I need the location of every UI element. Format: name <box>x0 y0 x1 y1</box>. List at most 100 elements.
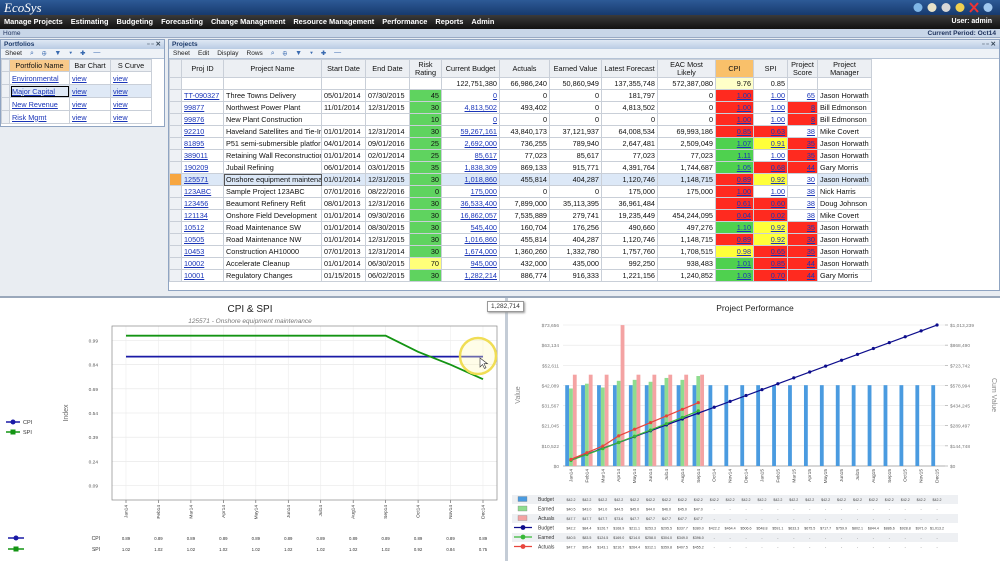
column-header[interactable]: Proj ID <box>181 59 224 78</box>
project-row[interactable]: 123ABC Sample Project 123ABC 07/01/2016 08/… <box>169 185 872 198</box>
cell[interactable]: 1,016,860 <box>441 233 500 246</box>
cell[interactable]: 2,692,000 <box>441 137 500 150</box>
cell[interactable]: 1,674,000 <box>441 245 500 258</box>
cell[interactable]: 10002 <box>181 257 224 270</box>
cell[interactable]: 1.00 <box>753 89 788 102</box>
menu-item[interactable]: Forecasting <box>161 17 203 26</box>
cell[interactable]: 35 <box>787 245 818 258</box>
cell[interactable]: view <box>69 71 111 85</box>
menu-item[interactable]: Reports <box>435 17 464 26</box>
column-header[interactable]: Actuals <box>499 59 550 78</box>
column-header[interactable]: Earned Value <box>549 59 602 78</box>
project-row[interactable]: 10453 Construction AH10000 07/01/2013 12/31… <box>169 245 872 258</box>
cell[interactable]: view <box>110 71 152 85</box>
cell[interactable]: 0.98 <box>715 245 754 258</box>
cell[interactable]: 945,000 <box>441 257 500 270</box>
project-row[interactable]: 190209 Jubail Refining 06/01/2014 03/01/201… <box>169 161 872 174</box>
cell[interactable]: 44 <box>787 269 818 282</box>
cell[interactable]: 123ABC <box>181 185 224 198</box>
cell[interactable]: Major Capital <box>9 84 70 98</box>
cell[interactable]: view <box>110 110 152 124</box>
cell[interactable]: 1,282,214 <box>441 269 500 282</box>
cell[interactable]: 1.10 <box>715 221 754 234</box>
cell[interactable]: 85,617 <box>441 149 500 162</box>
cell[interactable]: 38 <box>787 209 818 222</box>
toolbar-item[interactable]: Rows <box>246 50 263 57</box>
toolbar-icons[interactable]: ⌕ ⊕ ▼ ▾ ✚ ━ <box>30 50 104 57</box>
cell[interactable]: 545,400 <box>441 221 500 234</box>
menu-item[interactable]: Estimating <box>70 17 109 26</box>
project-row[interactable]: 389011 Retaining Wall Reconstruction 01/01… <box>169 149 872 162</box>
project-row[interactable]: 123456 Beaumont Refinery Refit 08/01/2013 1… <box>169 197 872 210</box>
cell[interactable]: 81895 <box>181 137 224 150</box>
cell[interactable]: 1.00 <box>715 89 754 102</box>
column-header[interactable]: Project Manager <box>817 59 872 78</box>
cell[interactable]: 1,018,860 <box>441 173 500 186</box>
toolbar-item[interactable]: Sheet <box>173 50 190 57</box>
menu-item[interactable]: Admin <box>471 17 495 26</box>
cell[interactable]: 0.04 <box>715 209 754 222</box>
cell[interactable]: view <box>69 97 111 111</box>
cell[interactable]: 0 <box>441 89 500 102</box>
cell[interactable]: 35 <box>787 137 818 150</box>
project-row[interactable]: 10505 Road Maintenance NW 01/01/2014 12/31/… <box>169 233 872 246</box>
cell[interactable]: 38 <box>787 197 818 210</box>
cell[interactable]: 1.07 <box>715 137 754 150</box>
project-row[interactable]: 99876 New Plant Construction 10 0 0 0 0 0 1.00 1.… <box>169 113 872 126</box>
menu-item[interactable]: Resource Management <box>293 17 375 26</box>
column-header[interactable]: Project Name <box>223 59 322 78</box>
cell[interactable]: view <box>110 97 152 111</box>
cell[interactable]: 8 <box>787 113 818 126</box>
cell[interactable]: 1.00 <box>715 113 754 126</box>
project-row[interactable]: TT-090327 Three Towns Delivery 05/01/2014 0… <box>169 89 872 102</box>
cell[interactable]: 0.92 <box>753 221 788 234</box>
cell[interactable]: 1.05 <box>715 161 754 174</box>
cell[interactable]: 0.92 <box>753 233 788 246</box>
cell[interactable]: Risk Mgmt <box>9 110 70 124</box>
project-row[interactable]: 92210 Haveland Satellites and Tie-In 01/01… <box>169 125 872 138</box>
cell[interactable]: 10512 <box>181 221 224 234</box>
cell[interactable]: 1.00 <box>753 149 788 162</box>
cell[interactable]: 389011 <box>181 149 224 162</box>
project-row[interactable]: 99877 Northwest Power Plant 11/01/2014 12/3… <box>169 101 872 114</box>
panel-buttons[interactable]: ▫ ▫ ✕ <box>982 41 996 48</box>
cell[interactable]: 1.03 <box>715 269 754 282</box>
menu-item[interactable]: Performance <box>382 17 428 26</box>
cell[interactable]: 125571 <box>181 173 224 186</box>
cell[interactable]: view <box>69 110 111 124</box>
cell[interactable]: 16,862,057 <box>441 209 500 222</box>
column-header[interactable]: EAC Most Likely <box>657 59 716 78</box>
cell[interactable]: 1.11 <box>715 149 754 162</box>
panel-buttons[interactable]: ▫ ▫ ✕ <box>147 41 161 48</box>
breadcrumb[interactable]: Home <box>3 30 21 37</box>
cell[interactable]: 44 <box>787 257 818 270</box>
cell[interactable]: 0.60 <box>753 197 788 210</box>
project-row[interactable]: 10001 Regulatory Changes 01/15/2015 06/02/2… <box>169 269 872 282</box>
cell[interactable]: 0.63 <box>753 125 788 138</box>
cell[interactable]: Environmental <box>9 71 70 85</box>
cell[interactable]: 30 <box>787 233 818 246</box>
cell[interactable]: 35 <box>787 221 818 234</box>
cell[interactable]: 99877 <box>181 101 224 114</box>
project-row[interactable]: 81895 P51 semi-submersible platform 04/01/… <box>169 137 872 150</box>
column-header[interactable]: Risk Rating <box>409 59 442 78</box>
cell[interactable]: 44 <box>787 161 818 174</box>
cell[interactable]: 10505 <box>181 233 224 246</box>
cell[interactable]: 99876 <box>181 113 224 126</box>
cell[interactable]: 1.00 <box>753 101 788 114</box>
cell[interactable]: 0.02 <box>753 209 788 222</box>
cell[interactable]: 0.70 <box>753 269 788 282</box>
cell[interactable]: 38 <box>787 185 818 198</box>
cell[interactable]: 1.00 <box>753 113 788 126</box>
cell[interactable]: 1,838,309 <box>441 161 500 174</box>
cell[interactable]: New Revenue <box>9 97 70 111</box>
cell[interactable]: 1.00 <box>715 101 754 114</box>
cell[interactable]: 30 <box>787 173 818 186</box>
cell[interactable]: 0 <box>441 113 500 126</box>
cell[interactable]: 92210 <box>181 125 224 138</box>
cell[interactable]: 0.89 <box>715 233 754 246</box>
cell[interactable]: 65 <box>787 89 818 102</box>
menu-item[interactable]: Budgeting <box>116 17 154 26</box>
cell[interactable]: 0.68 <box>753 161 788 174</box>
